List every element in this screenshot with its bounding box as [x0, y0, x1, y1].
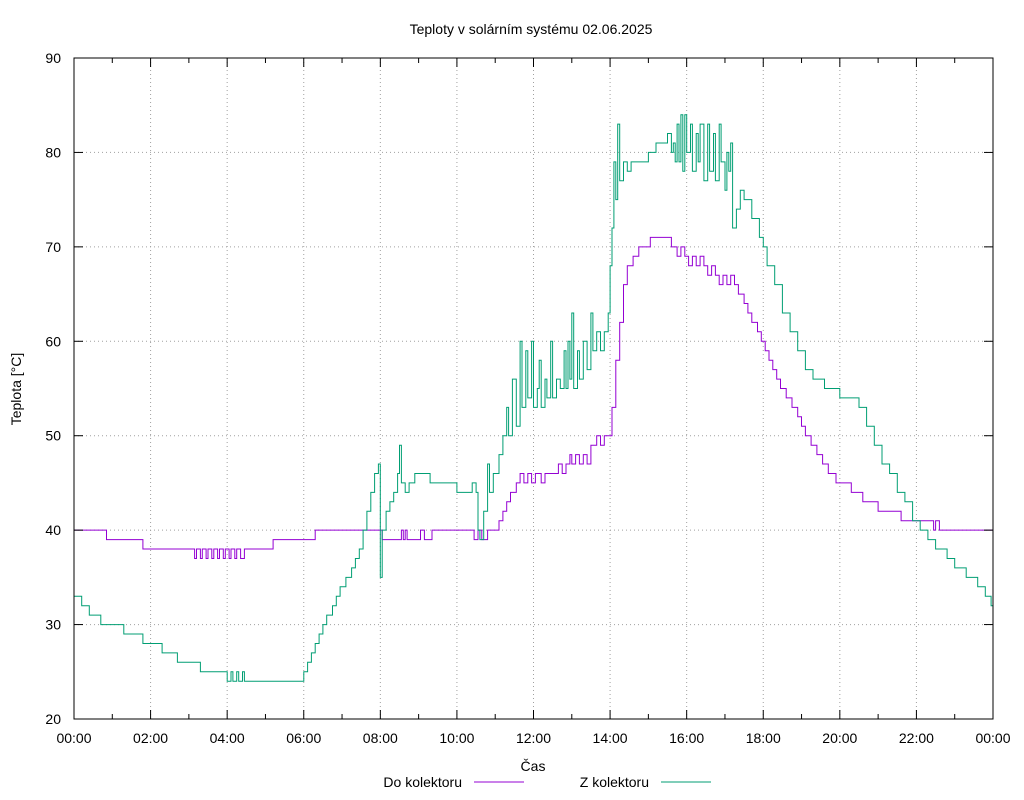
- x-tick-label: 18:00: [746, 730, 781, 746]
- x-tick-label: 06:00: [286, 730, 321, 746]
- y-tick-label: 20: [45, 711, 61, 727]
- y-axis-label: Teplota [°C]: [8, 353, 24, 426]
- x-tick-label: 08:00: [363, 730, 398, 746]
- x-tick-label: 02:00: [133, 730, 168, 746]
- series-layer: [74, 114, 993, 682]
- y-tick-label: 40: [45, 522, 61, 538]
- x-tick-label: 20:00: [822, 730, 857, 746]
- chart-title: Teploty v solárním systému 02.06.2025: [410, 21, 653, 37]
- x-tick-label: 22:00: [899, 730, 934, 746]
- x-tick-label: 14:00: [593, 730, 628, 746]
- y-tick-label: 30: [45, 617, 61, 633]
- x-tick-label: 00:00: [975, 730, 1010, 746]
- y-tick-label: 70: [45, 239, 61, 255]
- legend-label-z-kolektoru: Z kolektoru: [580, 774, 649, 790]
- x-tick-label: 12:00: [516, 730, 551, 746]
- x-tick-label: 04:00: [210, 730, 245, 746]
- y-tick-label: 80: [45, 144, 61, 160]
- x-tick-label: 00:00: [56, 730, 91, 746]
- legend: Do kolektoru Z kolektoru: [383, 774, 711, 790]
- axis-ticks: [73, 57, 994, 720]
- y-tick-label: 60: [45, 333, 61, 349]
- y-tick-label: 90: [45, 50, 61, 66]
- series-line-z-kolektoru: [74, 114, 993, 682]
- tick-labels: 20 30 40 50 60 70 80 90 00:00 02:00 04:00 06:00 08:0…: [45, 50, 1010, 746]
- x-tick-label: 16:00: [669, 730, 704, 746]
- x-tick-label: 10:00: [439, 730, 474, 746]
- legend-label-do-kolektoru: Do kolektoru: [383, 774, 462, 790]
- y-tick-label: 50: [45, 428, 61, 444]
- x-axis-label: Čas: [521, 758, 546, 774]
- series-line-do-kolektoru: [74, 236, 993, 559]
